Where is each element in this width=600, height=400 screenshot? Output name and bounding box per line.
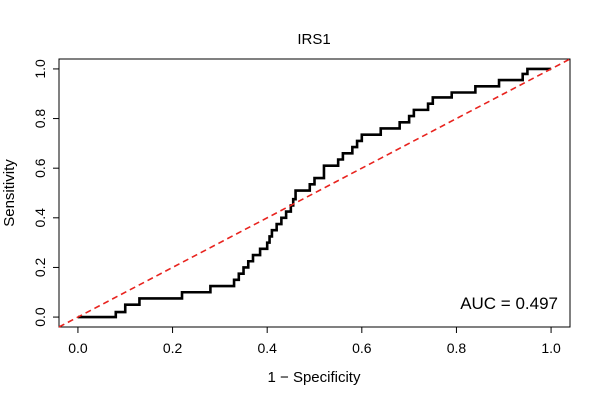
x-tick-label: 0.0 (68, 340, 88, 356)
y-tick-label: 1.0 (32, 59, 48, 79)
y-tick-label: 0.6 (32, 158, 48, 178)
auc-annotation: AUC = 0.497 (460, 294, 558, 313)
reference-diagonal (58, 58, 571, 328)
x-tick-label: 0.8 (447, 340, 467, 356)
chart-marks (58, 58, 571, 328)
chart-title: IRS1 (297, 31, 330, 48)
y-tick-label: 0.4 (32, 208, 48, 228)
plot-area (58, 58, 571, 328)
x-tick-label: 0.4 (257, 340, 277, 356)
y-tick-label: 0.0 (32, 307, 48, 327)
y-axis-title: Sensitivity (1, 159, 18, 227)
x-axis: 0.0 0.2 0.4 0.6 0.8 1.0 (68, 326, 561, 356)
x-tick-label: 0.6 (352, 340, 372, 356)
roc-curve (77, 67, 552, 319)
y-tick-label: 0.8 (32, 109, 48, 129)
y-axis: 0.0 0.2 0.4 0.6 0.8 1.0 (32, 59, 60, 327)
x-tick-label: 1.0 (541, 340, 561, 356)
x-tick-label: 0.2 (163, 340, 183, 356)
y-tick-label: 0.2 (32, 258, 48, 278)
x-axis-title: 1 − Specificity (268, 369, 361, 386)
